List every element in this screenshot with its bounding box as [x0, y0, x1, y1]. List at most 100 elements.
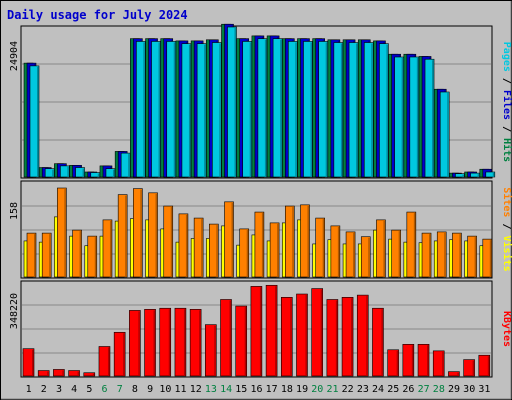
legend-hits_files_pages: Pages / Files / Hits — [501, 42, 512, 162]
bar-shadow — [295, 42, 297, 177]
bar-shadow — [413, 213, 416, 277]
bar-shadow — [34, 234, 36, 277]
bar-shadow — [442, 351, 444, 376]
bar-sites-day-7 — [117, 194, 128, 278]
bar-sites-day-31 — [482, 238, 493, 278]
x-tick-label: 22 — [342, 384, 354, 395]
bar-kbytes-day-19 — [296, 293, 308, 377]
bar-shadow — [140, 189, 142, 277]
bar-shadow — [173, 42, 176, 177]
x-tick-label: 16 — [250, 384, 262, 395]
bar-shadow — [487, 356, 490, 376]
bar-sites-day-19 — [300, 204, 310, 278]
bar-shadow — [168, 309, 171, 376]
bar-shadow — [125, 195, 127, 277]
bar-shadow — [109, 220, 112, 277]
x-tick-label: 7 — [117, 384, 123, 395]
x-tick-label: 30 — [463, 384, 475, 395]
bar-shadow — [277, 223, 279, 277]
bar-shadow — [477, 174, 480, 177]
bar-sites-day-25 — [391, 229, 401, 278]
bar-shadow — [351, 298, 353, 376]
bar-shadow — [310, 42, 312, 177]
bar-shadow — [204, 44, 206, 177]
x-tick-label: 2 — [41, 384, 47, 395]
bar-shadow — [353, 232, 355, 277]
bar-shadow — [49, 234, 51, 277]
x-tick-label: 15 — [235, 384, 247, 395]
bar-shadow — [231, 202, 234, 277]
bar-sites-day-29 — [452, 232, 462, 278]
legend-entry: Visits — [501, 236, 512, 272]
bar-shadow — [381, 309, 383, 376]
x-tick-label: 18 — [281, 384, 293, 395]
bar-sites-day-23 — [360, 236, 371, 278]
bar-shadow — [356, 43, 358, 177]
bar-sites-day-6 — [102, 219, 113, 278]
x-tick-label: 26 — [402, 384, 414, 395]
bar-pages-day-28 — [439, 91, 450, 178]
legend-entry: Pages — [501, 42, 512, 72]
bar-shadow — [411, 345, 414, 376]
bar-shadow — [143, 42, 145, 177]
x-tick-label: 5 — [86, 384, 92, 395]
bar-shadow — [246, 229, 249, 277]
bar-kbytes-day-3 — [53, 369, 65, 377]
bar-shadow — [64, 189, 66, 277]
bar-kbytes-day-26 — [402, 344, 415, 377]
bar-shadow — [366, 296, 368, 376]
bar-shadow — [112, 169, 115, 177]
bar-kbytes-day-17 — [265, 284, 278, 377]
bar-shadow — [371, 43, 373, 177]
bar-kbytes-day-27 — [417, 344, 430, 377]
legend-entry: KBytes — [501, 311, 512, 347]
legend-entry: Sites — [501, 187, 512, 217]
bar-sites-day-14 — [224, 201, 234, 278]
bar-shadow — [325, 42, 328, 177]
x-tick-label: 31 — [478, 384, 490, 395]
bar-shadow — [322, 219, 325, 277]
legend-entry: / — [501, 120, 512, 138]
bar-shadow — [92, 373, 95, 376]
x-tick-label: 28 — [433, 384, 445, 395]
bar-kbytes-day-9 — [144, 309, 156, 377]
bar-shadow — [427, 345, 429, 376]
legend-entry: Files — [501, 90, 512, 120]
bar-shadow — [444, 232, 446, 277]
bar-shadow — [32, 349, 34, 376]
bar-shadow — [170, 207, 173, 277]
bar-kbytes-day-28 — [432, 350, 445, 377]
bar-shadow — [123, 333, 125, 376]
bar-shadow — [37, 66, 39, 177]
bar-kbytes-day-25 — [387, 349, 399, 377]
y-max-label: 24904 — [9, 41, 20, 71]
bar-shadow — [290, 298, 292, 376]
bar-pages-day-1 — [29, 65, 40, 178]
bar-shadow — [199, 310, 201, 376]
bar-shadow — [386, 44, 388, 177]
bar-shadow — [216, 225, 218, 277]
bar-shadow — [489, 240, 492, 277]
legend-entry: Hits — [501, 138, 512, 162]
bar-shadow — [447, 93, 449, 177]
x-tick-label: 25 — [387, 384, 399, 395]
bar-shadow — [398, 231, 401, 277]
bar-sites-day-27 — [421, 232, 432, 278]
x-tick-label: 29 — [448, 384, 460, 395]
bar-shadow — [107, 347, 110, 376]
bar-shadow — [383, 220, 385, 277]
bar-shadow — [52, 169, 54, 177]
bar-sites-day-8 — [133, 188, 143, 278]
bar-pages-day-31 — [485, 171, 496, 178]
bar-sites-day-11 — [178, 213, 189, 278]
bar-sites-day-18 — [284, 205, 295, 278]
bar-kbytes-day-1 — [22, 348, 35, 377]
y-max-label: 348220 — [9, 293, 20, 329]
x-tick-label: 9 — [147, 384, 153, 395]
bar-shadow — [416, 58, 419, 177]
bar-kbytes-day-29 — [448, 371, 460, 377]
bar-shadow — [214, 325, 216, 376]
bar-kbytes-day-20 — [311, 288, 323, 377]
